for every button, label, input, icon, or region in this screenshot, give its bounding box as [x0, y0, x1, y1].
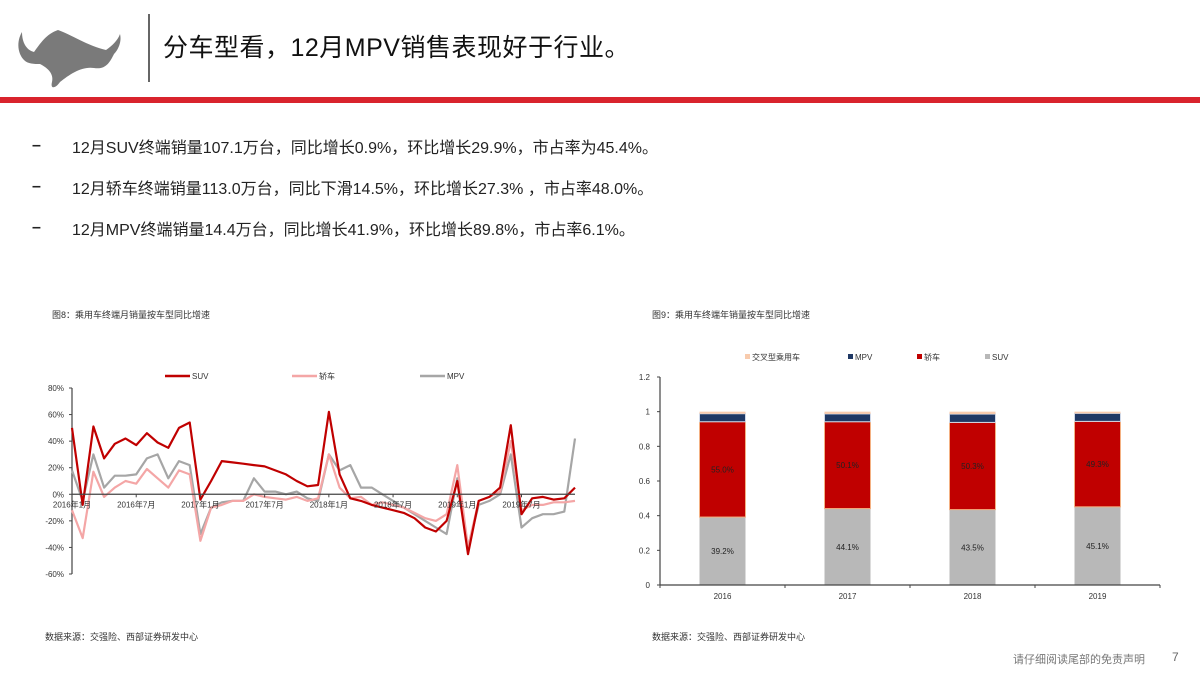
y-tick-label: 1	[646, 408, 651, 417]
disclaimer-text: 请仔细阅读尾部的免责声明	[1013, 654, 1145, 666]
bullet-marker: –	[32, 136, 41, 154]
bull-logo-icon	[10, 12, 135, 92]
title-divider	[148, 14, 150, 82]
bullet-suv: – 12月SUV终端销量107.1万台，同比增长0.9%，环比增长29.9%，市…	[32, 125, 658, 166]
y-tick-label: 1.2	[639, 373, 651, 382]
svg-text:MPV: MPV	[855, 353, 873, 362]
legend-item-1: 轿车	[292, 371, 335, 381]
x-tick-label: 2017年1月	[181, 499, 219, 509]
line-chart: SUV 轿车 MPV 80% 60% 40% 20% 0% -20% -40% -60% 2016年1…	[45, 371, 577, 579]
svg-text:MPV: MPV	[447, 372, 465, 381]
y-tick-label: 0%	[52, 490, 64, 499]
svg-text:交叉型乘用车: 交叉型乘用车	[752, 352, 800, 362]
bar-value-label: 44.1%	[836, 543, 859, 552]
bullet-marker: –	[32, 218, 41, 236]
x-tick-label: 2016年1月	[53, 499, 91, 509]
svg-text:SUV: SUV	[992, 353, 1009, 362]
bar-2016: 39.2% 55.0%	[699, 411, 746, 585]
bullet-text: 12月MPV终端销量14.4万台，同比增长41.9%，环比增长89.8%，市占率…	[72, 221, 635, 239]
x-tick-label: 2016年7月	[117, 499, 155, 509]
y-tick-label: 0.6	[639, 477, 651, 486]
bullet-text: 12月轿车终端销量113.0万台，同比下滑14.5%，环比增长27.3% ，市占…	[72, 180, 654, 198]
legend-item-2: 轿车	[917, 352, 940, 362]
series-line-SUV	[70, 410, 576, 556]
y-tick-label: 0	[646, 581, 651, 590]
y-tick-label: 60%	[48, 411, 64, 420]
bar-value-label: 39.2%	[711, 547, 734, 556]
bar-value-label: 55.0%	[711, 465, 734, 474]
bar-value-label: 49.3%	[1086, 460, 1109, 469]
y-tick-label: 0.4	[639, 512, 651, 521]
bar-value-label: 43.5%	[961, 543, 984, 552]
chart1-source: 数据来源：交强险、西部证券研发中心	[45, 632, 199, 642]
chart2-source: 数据来源：交强险、西部证券研发中心	[652, 632, 806, 642]
y-tick-label: -20%	[45, 517, 64, 526]
legend-item-3: SUV	[985, 353, 1009, 362]
x-tick-label: 2016	[714, 592, 732, 601]
bullet-mpv: – 12月MPV终端销量14.4万台，同比增长41.9%，环比增长89.8%，市…	[32, 207, 658, 248]
page-title: 分车型看，12月MPV销售表现好于行业。	[163, 34, 630, 62]
y-tick-label: -60%	[45, 570, 64, 579]
svg-text:轿车: 轿车	[319, 371, 335, 381]
x-tick-label: 2019年7月	[502, 499, 540, 509]
bullet-list: – 12月SUV终端销量107.1万台，同比增长0.9%，环比增长29.9%，市…	[32, 125, 658, 248]
x-tick-label: 2018年1月	[310, 499, 348, 509]
bar-value-label: 50.1%	[836, 461, 859, 470]
header-rule	[0, 97, 1200, 103]
bullet-text: 12月SUV终端销量107.1万台，同比增长0.9%，环比增长29.9%，市占率…	[72, 139, 658, 157]
y-tick-label: 20%	[48, 464, 64, 473]
y-tick-label: 80%	[48, 384, 64, 393]
x-tick-label: 2019	[1089, 592, 1107, 601]
bar-2017: 44.1% 50.1%	[824, 411, 871, 585]
page-number: 7	[1172, 650, 1179, 664]
svg-text:SUV: SUV	[192, 372, 209, 381]
bullet-sedan: – 12月轿车终端销量113.0万台，同比下滑14.5%，环比增长27.3% ，…	[32, 166, 658, 207]
y-tick-label: -40%	[45, 543, 64, 552]
y-tick-label: 0.2	[639, 546, 651, 555]
x-tick-label: 2017	[839, 592, 857, 601]
chart2-title: 图9：乘用车终端年销量按车型同比增速	[652, 310, 811, 320]
bar-2019: 45.1% 49.3%	[1074, 411, 1121, 585]
bullet-marker: –	[32, 177, 41, 195]
x-tick-label: 2019年1月	[438, 499, 476, 509]
legend-item-2: MPV	[420, 372, 465, 381]
svg-text:轿车: 轿车	[924, 352, 940, 362]
x-tick-label: 2018	[964, 592, 982, 601]
bar-value-label: 45.1%	[1086, 542, 1109, 551]
chart1-title: 图8：乘用车终端月销量按车型同比增速	[52, 310, 211, 320]
legend-item-0: 交叉型乘用车	[745, 352, 800, 362]
bar-2018: 43.5% 50.3%	[949, 411, 996, 585]
x-tick-label: 2018年7月	[374, 499, 412, 509]
legend-item-0: SUV	[165, 372, 209, 381]
y-tick-label: 40%	[48, 437, 64, 446]
legend-item-1: MPV	[848, 353, 873, 362]
stacked-bar-chart: 交叉型乘用车 MPV 轿车 SUV 0 0.2 0.4 0.6 0.8 1 1.2 39.2% 55.0…	[639, 352, 1161, 601]
bar-value-label: 50.3%	[961, 462, 984, 471]
x-tick-label: 2017年7月	[246, 499, 284, 509]
y-tick-label: 0.8	[639, 442, 651, 451]
